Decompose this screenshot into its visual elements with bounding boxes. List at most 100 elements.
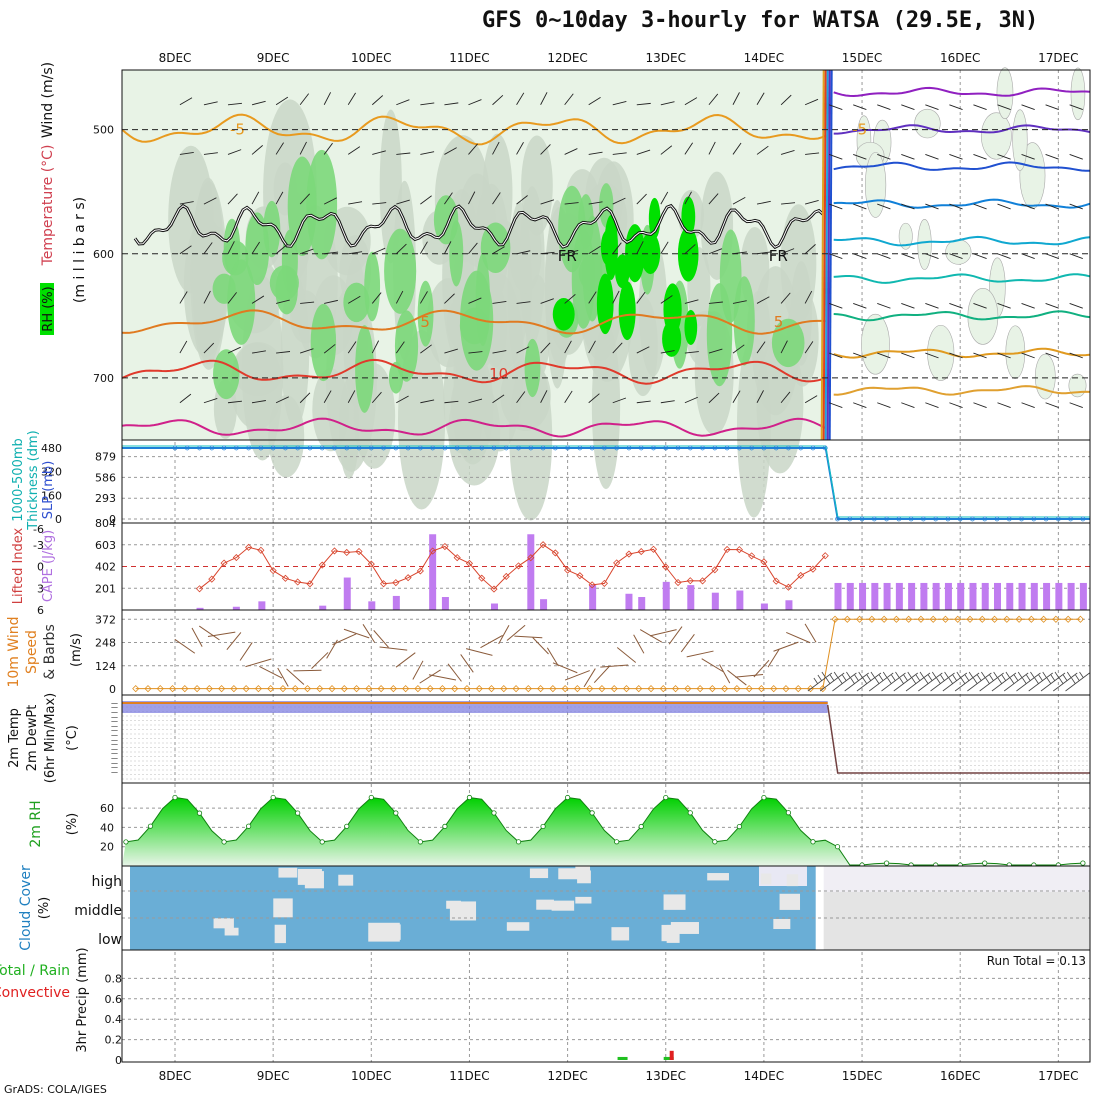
slp-marker [663,445,669,451]
wind-speed-marker [721,685,729,693]
wind-barb [708,141,716,155]
wind-speed-marker [279,685,287,693]
ylabel-millibars: (m i l l i b a r s) [72,197,88,303]
wind-speed-marker [254,685,262,693]
wind-barb-post [856,671,882,692]
temp-contour-post [833,86,1090,98]
wind-barb [612,101,627,106]
rh-marker [982,860,988,866]
cape-bar [871,582,879,610]
cloud-cover-gap [611,927,630,941]
wind-barb [371,292,382,304]
rh-contour-green [459,307,490,345]
wind-barb [420,399,435,404]
cape-bar [589,585,597,610]
wind-barb [1021,203,1035,210]
ylabel-wind-speed: Speed [24,630,40,674]
rh2m-ytick: 60 [100,802,114,815]
cape-bar [883,582,891,610]
thickness-ytick: 480 [41,442,62,455]
wind-barb-post [905,671,931,692]
wind-speed-marker [671,685,680,693]
wind-barb [588,340,596,354]
date-label-top: 10DEC [351,51,391,65]
panel-frame [121,949,1091,1063]
wind-barb [997,303,1011,309]
wind-barb [901,253,915,259]
wind-barb [492,192,501,205]
wind-barb [997,402,1011,408]
wind-barb [540,199,555,205]
date-label-top: 11DEC [449,51,489,65]
wind-barb [829,303,843,309]
wind-barb-post [991,671,1017,692]
slp-marker [233,445,239,451]
ylabel-minmax: (6hr Min/Max) [43,693,58,783]
slp-marker [589,445,595,451]
ylabel-wind-barbs: & Barbs [42,624,58,680]
wind-barb [660,191,669,205]
wind-speed-marker [242,685,250,693]
wind-barb [396,152,411,155]
cloud-cover-gap [213,918,234,929]
wind-barb [1021,154,1035,160]
thickness-slp-panel [122,445,1090,522]
wind-barb [925,402,939,408]
ylabel-temp-units: (°C) [65,725,80,751]
rh-marker [417,839,423,845]
wind-barb [1045,104,1059,110]
wind-barb [251,350,266,354]
cape-bar [846,582,854,610]
wind-barb [853,253,867,259]
slp-marker [184,445,190,451]
cloud-cover-gap [506,922,530,931]
wind-barb [1045,253,1059,259]
temp-ytick-dense: — [111,717,118,725]
wind-barb-10m [701,658,724,673]
lifted-index-marker [772,577,780,585]
wind-barb-post [844,671,869,692]
wind-barb [829,104,843,110]
rh-contour-green [771,318,805,368]
cloud-cover-gap [273,898,293,918]
contour-label: FR [769,247,788,265]
wind-barb [660,350,675,354]
wind-barb [1069,203,1083,210]
lifted-index-marker [821,552,829,560]
slp-marker [295,445,301,451]
rh-contour-green [245,212,270,286]
wind-barb-post [1028,671,1053,692]
temp-ytick-dense: — [111,768,118,776]
wind-barb [348,251,363,255]
wind-speed-marker [500,685,508,693]
wind-speed-marker [1015,615,1023,623]
wind-barb [299,392,311,404]
wind-barb [949,402,963,408]
wind-barb [949,352,963,359]
cape-bar [540,599,548,610]
wind-barb [516,301,531,304]
date-label-top: 13DEC [646,51,686,65]
wind-barb [203,152,218,155]
wind-barb [829,352,843,359]
wind-barb [323,92,332,105]
precip-conv-bar [669,1050,674,1060]
rh-marker [663,794,669,801]
lifted-index-marker [613,559,621,567]
wind-barb [468,398,483,404]
wind-speed-marker [647,685,655,693]
wind-barb-10m [259,665,283,679]
lifted-index-marker [392,579,400,587]
wind-barb [877,104,891,110]
slp-marker [871,516,877,522]
date-label-top: 15DEC [842,51,882,65]
wind-barb [660,101,675,106]
slp-marker [638,445,644,451]
wind-barb [997,352,1011,359]
wind-barb-10m [419,669,441,684]
slp-marker [552,445,558,451]
cape-lifted-index-panel [122,534,1090,610]
wind-barb [564,249,579,255]
temp-2m-panel [122,701,1090,780]
wind-barb [492,394,505,404]
